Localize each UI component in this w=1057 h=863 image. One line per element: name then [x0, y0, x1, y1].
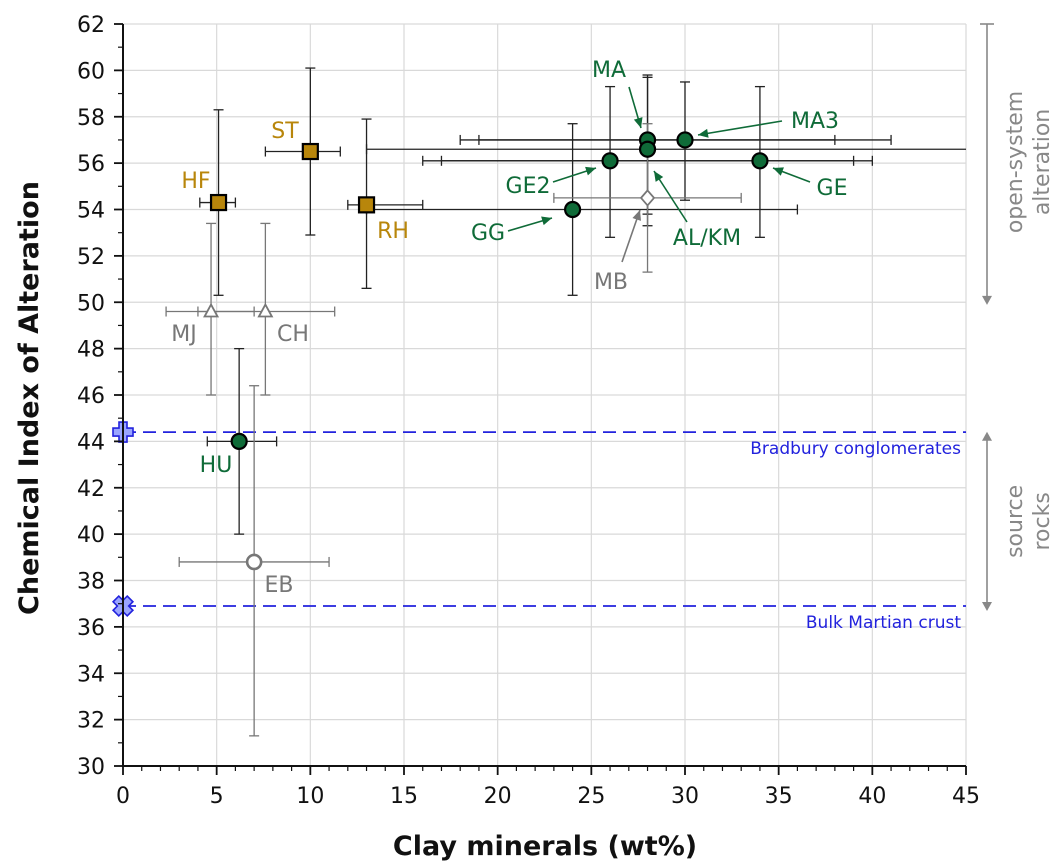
marker-gg — [563, 200, 582, 219]
x-tick-label: 5 — [210, 784, 224, 809]
x-tick-label: 25 — [577, 784, 605, 809]
grid-lines — [122, 23, 967, 767]
x-tick-label: 30 — [671, 784, 699, 809]
y-tick-label: 40 — [77, 523, 105, 548]
point-label: GE — [817, 176, 848, 201]
y-axis-title: Chemical Index of Alteration — [14, 181, 45, 615]
y-tick-label: 54 — [77, 199, 105, 224]
marker-eb — [245, 553, 263, 571]
label-arrow-head — [773, 167, 784, 176]
marker-st — [301, 142, 319, 161]
point-label: GE2 — [506, 174, 551, 199]
point-label: MJ — [171, 322, 196, 347]
label-arrow-line — [653, 170, 688, 223]
y-tick-label: 60 — [77, 59, 105, 84]
y-tick-label: 44 — [77, 430, 105, 455]
y-tick-label: 50 — [77, 291, 105, 316]
side-annotation-text: open-system — [1003, 91, 1028, 233]
marker-rh — [357, 196, 376, 214]
side-bracket-head — [982, 295, 992, 305]
side-annotation-text: alteration — [1030, 109, 1055, 215]
y-tick-label: 32 — [77, 709, 105, 734]
marker-ge2 — [601, 152, 619, 170]
y-tick-label: 36 — [77, 616, 105, 641]
x-tick-label: 45 — [952, 784, 980, 809]
side-bracket-head — [982, 602, 992, 612]
point-label: CH — [277, 322, 309, 347]
marker-al-km — [638, 140, 657, 158]
marker-ge — [751, 152, 769, 170]
label-arrow-head — [585, 166, 596, 176]
marker-ma3 — [676, 131, 694, 149]
data-markers — [203, 131, 769, 571]
point-label: MA — [592, 58, 626, 83]
y-tick-label: 34 — [77, 662, 105, 687]
label-arrow-head — [633, 117, 643, 128]
marker-mj — [203, 302, 220, 318]
error-bars — [165, 67, 966, 737]
y-tick-label: 56 — [77, 152, 105, 177]
y-tick-label: 52 — [77, 245, 105, 270]
reference-lines: Bradbury conglomerates Bulk Martian crust — [111, 421, 966, 633]
point-label: EB — [265, 573, 294, 598]
side-annotation-text: rocks — [1030, 492, 1055, 550]
label-arrow-line — [697, 120, 783, 136]
y-tick-label: 58 — [77, 106, 105, 131]
point-label: MB — [594, 270, 628, 295]
side-annotations: open-system alteration source rocks — [980, 23, 1055, 612]
x-tick-label: 0 — [116, 784, 130, 809]
y-tick-label: 62 — [77, 13, 105, 38]
label-arrow-head — [654, 171, 664, 182]
label-arrow-head — [632, 210, 641, 221]
x-tick-label: 15 — [390, 784, 418, 809]
y-tick-label: 48 — [77, 338, 105, 363]
x-tick-label: 10 — [296, 784, 324, 809]
side-annotation-text: source — [1003, 485, 1028, 558]
label-arrow-head — [698, 128, 709, 138]
point-label: HF — [181, 169, 210, 194]
point-label: HU — [200, 453, 233, 478]
x-tick-label: 20 — [484, 784, 512, 809]
x-tick-label: 35 — [765, 784, 793, 809]
axes: 0 5 10 15 20 25 30 35 40 45 30 32 34 36 38 40 42 44 46 48 50… — [77, 13, 980, 809]
point-label: ST — [271, 119, 299, 144]
label-arrow-head — [541, 216, 552, 226]
y-tick-label: 42 — [77, 477, 105, 502]
y-tick-label: 30 — [77, 755, 105, 780]
y-tick-label: 46 — [77, 384, 105, 409]
marker-ch — [257, 302, 274, 318]
x-tick-label: 40 — [858, 784, 886, 809]
label-arrows — [507, 86, 811, 263]
point-label: AL/KM — [673, 226, 741, 251]
marker-mb — [639, 189, 656, 207]
marker-hu — [230, 432, 248, 450]
point-label: GG — [471, 221, 505, 246]
y-tick-label: 38 — [77, 570, 105, 595]
point-label: RH — [377, 219, 409, 244]
side-bracket-head — [982, 431, 992, 441]
x-axis-title: Clay minerals (wt%) — [393, 831, 697, 862]
reference-line-label: Bradbury conglomerates — [750, 439, 961, 459]
reference-line-label: Bulk Martian crust — [806, 613, 961, 633]
marker-hf — [209, 193, 228, 212]
point-label: MA3 — [791, 109, 839, 134]
